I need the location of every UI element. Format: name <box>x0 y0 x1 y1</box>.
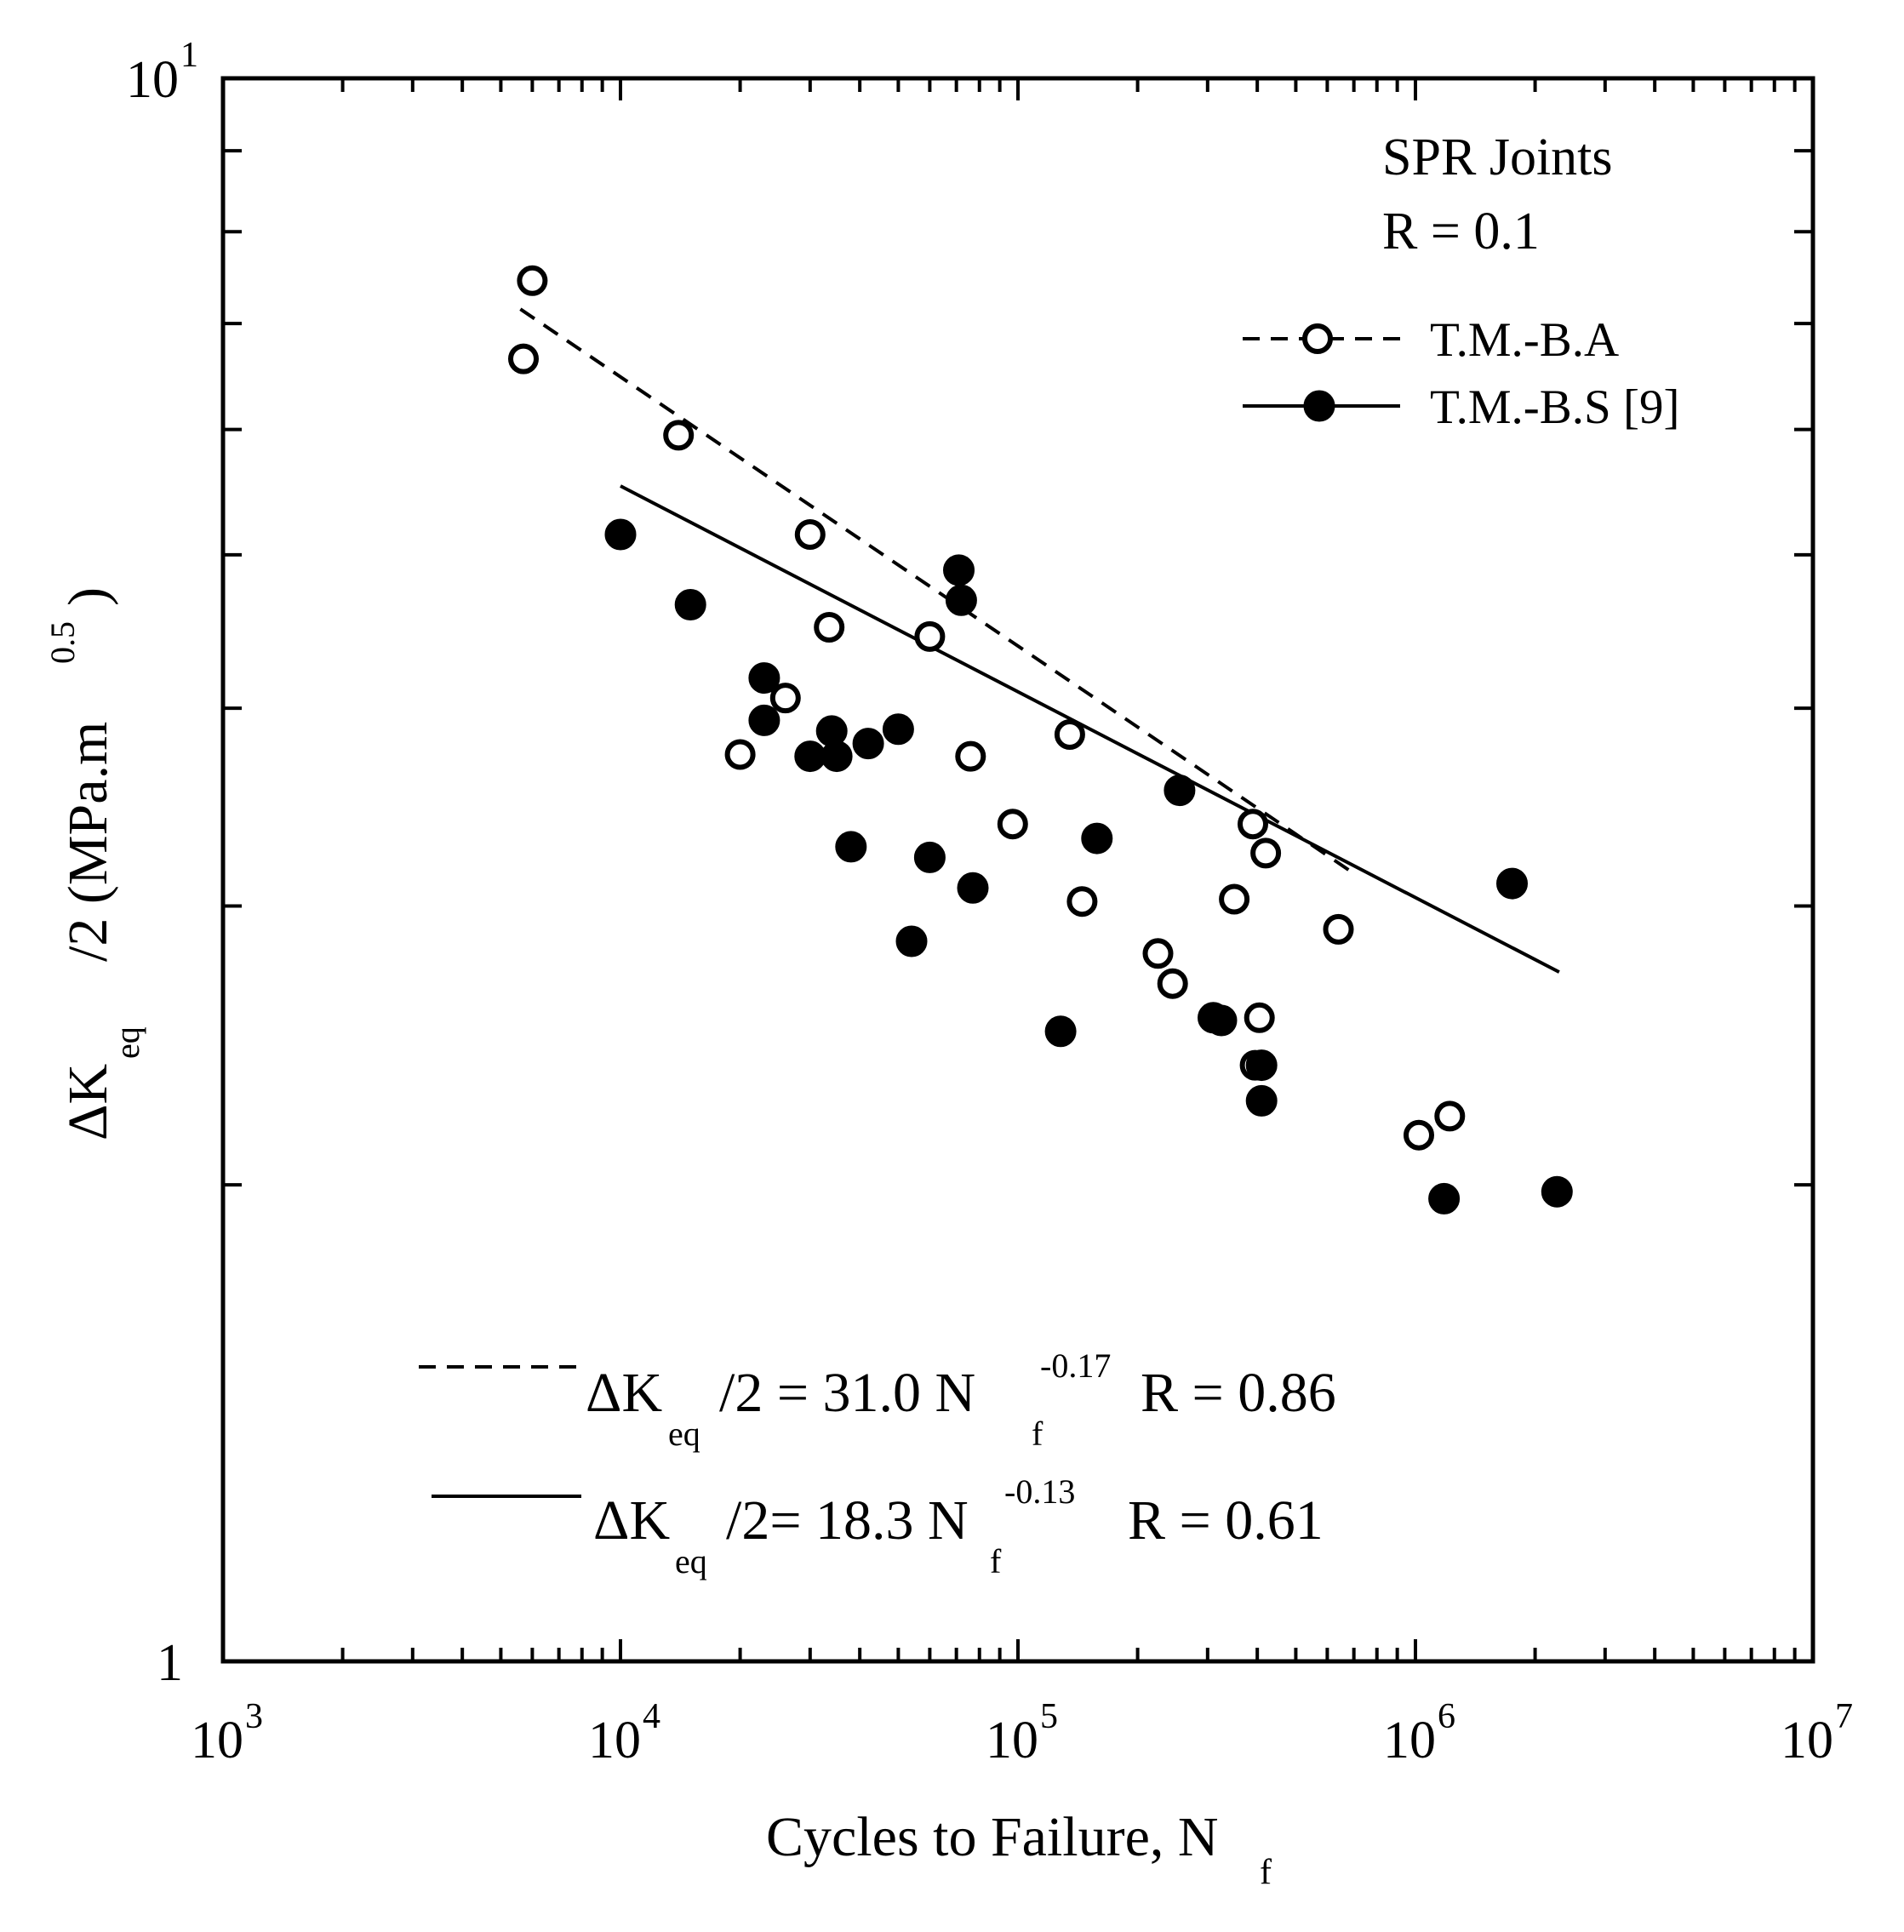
x-tick-label-exponent: 5 <box>1040 1697 1058 1736</box>
y-tick-label: 1 <box>157 1634 183 1692</box>
point-tmbs <box>1164 775 1196 807</box>
equation-nf-subscript: f <box>1032 1415 1043 1453</box>
annotation-ratio: R = 0.1 <box>1382 203 1540 260</box>
x-tick-label-exponent: 6 <box>1438 1697 1455 1736</box>
point-tmbs <box>748 704 780 736</box>
point-tmbs <box>1245 1049 1278 1082</box>
point-tmbs <box>815 715 848 747</box>
fit-line-tmba <box>519 307 1350 872</box>
x-tick-label-exponent: 7 <box>1835 1697 1853 1736</box>
point-tmba <box>1054 719 1085 750</box>
point-tmbs <box>748 662 780 694</box>
point-tmba <box>1244 1002 1275 1033</box>
point-tmbs <box>604 518 637 551</box>
point-tmbs <box>882 713 914 746</box>
x-tick-labels: 10 3 10 4 10 5 10 6 10 7 <box>191 1697 1853 1769</box>
equation-delta-k: ΔK <box>593 1489 670 1552</box>
point-tmba <box>1219 883 1250 915</box>
point-tmbs <box>945 584 977 616</box>
point-tmba <box>914 620 946 652</box>
point-tmbs <box>1428 1182 1461 1215</box>
point-tmba <box>1157 968 1188 999</box>
legend-marker-tmba <box>1302 323 1333 354</box>
equation-tmbs: ΔK eq /2= 18.3 N f -0.13 R = 0.61 <box>432 1472 1324 1580</box>
x-tick-label: 10 <box>191 1712 243 1769</box>
point-tmba <box>1238 809 1268 840</box>
equation-exponent: -0.17 <box>1040 1346 1111 1385</box>
x-tick-label: 10 <box>1781 1712 1833 1769</box>
legend-marker-tmbs <box>1303 390 1335 422</box>
x-tick-label: 10 <box>1383 1712 1436 1769</box>
x-axis-label-subscript: f <box>1260 1853 1272 1892</box>
point-tmba <box>814 612 845 643</box>
equation-tmba: ΔK eq /2 = 31.0 N f -0.17 R = 0.86 <box>419 1346 1336 1453</box>
point-tmbs <box>1081 822 1113 855</box>
y-axis-label-subscript: eq <box>108 1026 146 1059</box>
point-tmbs <box>895 925 928 957</box>
point-tmba <box>724 739 756 770</box>
legend: T.M.-B.A T.M.-B.S [9] <box>1243 313 1679 434</box>
point-tmbs <box>1541 1175 1573 1208</box>
fit-line-tmbs <box>620 484 1560 974</box>
point-tmba <box>517 265 548 296</box>
point-tmbs <box>820 740 853 773</box>
point-tmbs <box>794 740 826 773</box>
point-tmbs <box>674 589 706 620</box>
series-tmba-points <box>508 265 1466 1151</box>
equation-r-value: R = 0.61 <box>1128 1489 1324 1552</box>
legend-label-tmba: T.M.-B.A <box>1430 313 1619 367</box>
point-tmbs <box>852 728 884 760</box>
point-tmba <box>663 420 695 451</box>
x-axis-label-main: Cycles to Failure, N <box>766 1806 1219 1868</box>
y-axis-label-delta: ΔK <box>57 1064 119 1140</box>
point-tmba <box>769 683 801 714</box>
x-tick-label-exponent: 3 <box>245 1697 263 1736</box>
x-tick-label: 10 <box>588 1712 641 1769</box>
point-tmba <box>955 740 986 772</box>
equation-r-value: R = 0.86 <box>1141 1362 1336 1424</box>
point-tmba <box>794 519 826 550</box>
point-tmbs <box>1044 1015 1077 1048</box>
point-tmba <box>1404 1119 1434 1151</box>
point-tmbs <box>943 554 975 586</box>
equation-eq-subscript: eq <box>675 1542 707 1580</box>
y-axis-label-close: ) <box>57 587 119 606</box>
y-axis-label-superscript: 0.5 <box>43 621 82 664</box>
x-axis-label: Cycles to Failure, N f <box>766 1806 1272 1892</box>
annotation-title: SPR Joints <box>1382 129 1613 186</box>
x-tick-label: 10 <box>986 1712 1038 1769</box>
point-tmba <box>1434 1100 1466 1132</box>
point-tmba <box>997 809 1028 840</box>
legend-label-tmbs: T.M.-B.S [9] <box>1430 380 1679 434</box>
equation-eq-subscript: eq <box>668 1415 700 1453</box>
point-tmba <box>1066 886 1098 917</box>
series-tmbs-points <box>604 518 1573 1215</box>
x-tick-label-exponent: 4 <box>643 1697 660 1736</box>
y-axis-label: ΔK eq /2 (MPa.m 0.5 ) <box>43 587 146 1140</box>
point-tmbs <box>957 872 989 904</box>
equation-nf-subscript: f <box>990 1542 1002 1580</box>
equation-delta-k: ΔK <box>586 1362 662 1424</box>
point-tmbs <box>913 841 946 873</box>
point-tmbs <box>1205 1004 1238 1037</box>
point-tmba <box>1323 913 1354 945</box>
point-tmbs <box>835 831 867 863</box>
y-tick-label-exponent: 1 <box>180 36 198 75</box>
point-tmbs <box>1245 1084 1278 1117</box>
y-tick-labels: 110 1 <box>126 36 198 1692</box>
y-minor-ticks <box>223 149 1813 1663</box>
point-tmba <box>1142 938 1174 969</box>
x-minor-ticks <box>221 78 1797 1661</box>
equation-body: /2= 18.3 N <box>726 1489 969 1552</box>
equation-body: /2 = 31.0 N <box>719 1362 975 1424</box>
point-tmbs <box>1496 867 1528 900</box>
y-axis-label-rest: /2 (MPa.m <box>57 722 119 962</box>
point-tmba <box>1250 837 1282 869</box>
equation-exponent: -0.13 <box>1004 1472 1075 1511</box>
y-tick-label: 10 <box>126 51 179 109</box>
point-tmba <box>508 343 539 374</box>
